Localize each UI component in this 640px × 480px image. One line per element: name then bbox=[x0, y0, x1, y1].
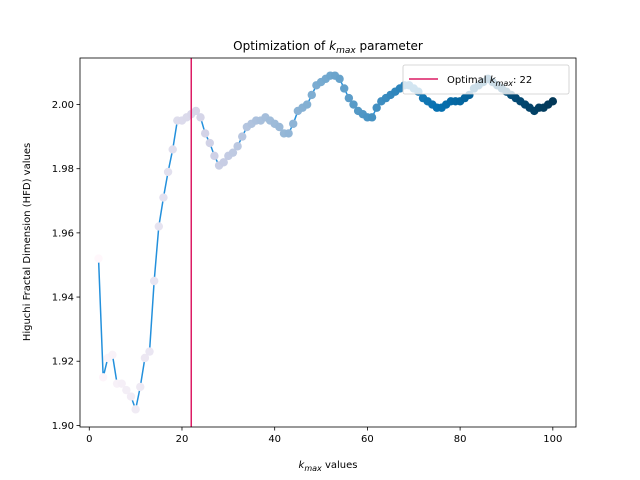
data-point bbox=[191, 106, 201, 116]
data-point bbox=[126, 392, 136, 401]
data-point bbox=[108, 350, 117, 359]
axes-frame bbox=[79, 57, 577, 428]
legend: Optimal kmax: 22 bbox=[402, 64, 570, 95]
data-point bbox=[275, 122, 284, 132]
data-point bbox=[159, 193, 168, 202]
data-point bbox=[228, 148, 238, 157]
data-point bbox=[154, 222, 163, 231]
data-point bbox=[349, 100, 358, 109]
data-point bbox=[284, 129, 293, 138]
data-point bbox=[200, 129, 210, 138]
data-point bbox=[163, 167, 173, 177]
data-point bbox=[372, 103, 381, 112]
data-point bbox=[238, 132, 247, 141]
data-point bbox=[205, 138, 214, 148]
data-point bbox=[367, 113, 377, 122]
data-point bbox=[344, 93, 354, 103]
data-point bbox=[335, 74, 344, 84]
x-tick-label: 60 bbox=[361, 434, 374, 445]
y-tick-label: 1.96 bbox=[52, 228, 74, 239]
x-tick-label: 40 bbox=[268, 434, 281, 445]
y-axis-label: Higuchi Fractal Dimension (HFD) values bbox=[22, 143, 33, 341]
y-tick-label: 1.98 bbox=[52, 164, 74, 175]
legend-box bbox=[402, 64, 570, 95]
data-point bbox=[548, 97, 558, 106]
data-point bbox=[94, 254, 103, 263]
data-point bbox=[302, 100, 312, 109]
data-point bbox=[117, 379, 126, 388]
y-axis-ticks: 1.90 1.92 1.94 1.96 1.98 2.00 bbox=[52, 100, 80, 432]
data-point bbox=[168, 145, 177, 154]
data-point bbox=[149, 276, 159, 286]
data-point bbox=[98, 373, 108, 382]
x-tick-label: 0 bbox=[86, 434, 92, 445]
y-tick-label: 1.90 bbox=[52, 421, 74, 432]
data-point bbox=[131, 405, 140, 414]
data-point bbox=[340, 84, 349, 93]
x-tick-label: 80 bbox=[454, 434, 467, 445]
x-axis-label: kmax values bbox=[299, 460, 358, 473]
x-tick-label: 20 bbox=[176, 434, 189, 445]
y-tick-label: 1.94 bbox=[52, 293, 74, 304]
y-tick-label: 1.92 bbox=[52, 357, 74, 368]
data-point bbox=[289, 119, 298, 128]
data-point bbox=[196, 113, 205, 122]
data-point bbox=[233, 142, 242, 151]
data-point bbox=[145, 347, 154, 356]
data-point bbox=[307, 90, 316, 100]
chart-title: Optimization of kmax parameter bbox=[233, 39, 423, 56]
x-axis-ticks: 0 20 40 60 80 100 bbox=[86, 427, 562, 445]
x-tick-label: 100 bbox=[543, 434, 562, 445]
data-point bbox=[136, 382, 145, 392]
data-point bbox=[219, 158, 228, 167]
data-point bbox=[210, 151, 219, 161]
legend-optimal-label: Optimal kmax: 22 bbox=[447, 75, 532, 88]
y-tick-label: 2.00 bbox=[52, 100, 74, 111]
data-point bbox=[140, 353, 150, 363]
data-point bbox=[122, 385, 131, 395]
